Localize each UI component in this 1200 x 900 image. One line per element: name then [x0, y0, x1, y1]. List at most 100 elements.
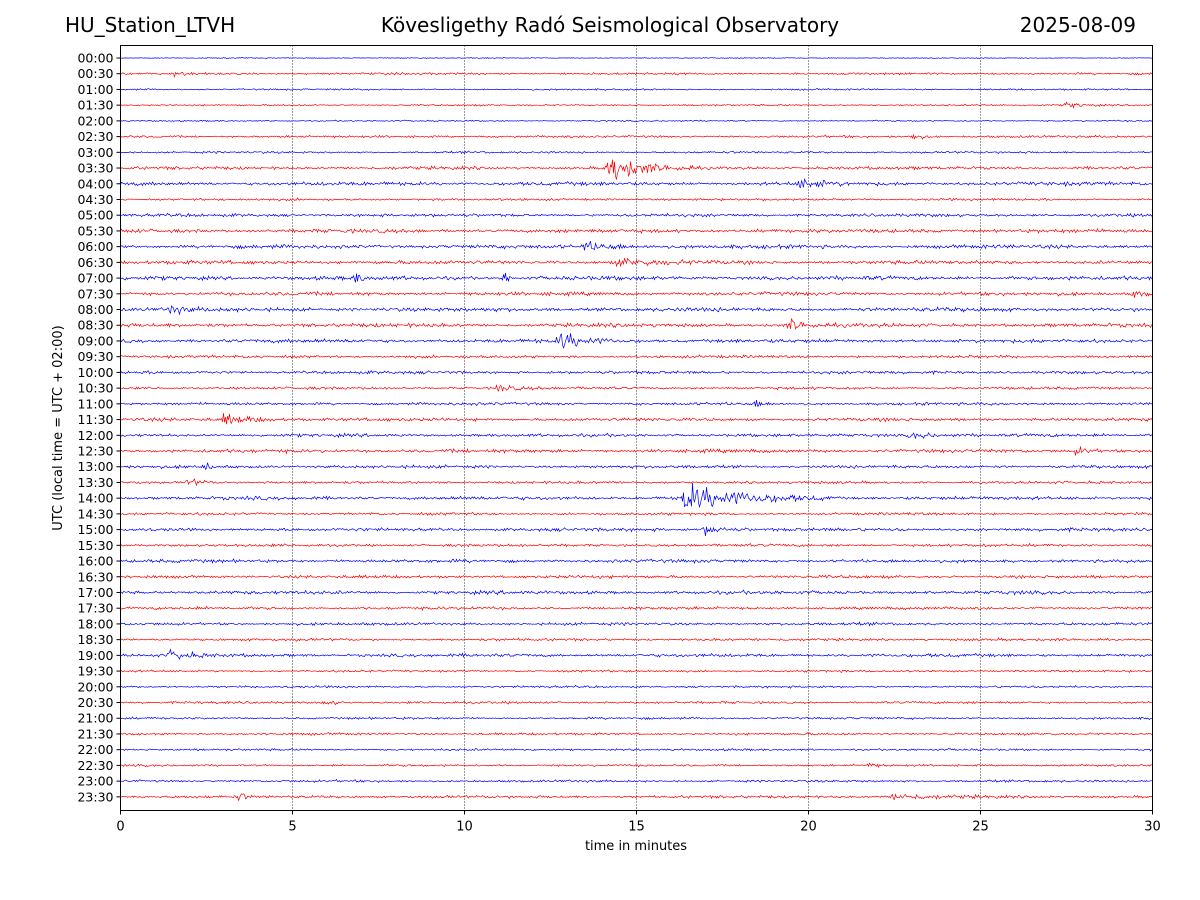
y-tick-label: 15:00	[77, 522, 113, 537]
trace-0400	[120, 177, 1153, 189]
y-tick-label: 09:00	[77, 333, 113, 348]
x-tick-label: 5	[288, 820, 296, 835]
y-tick-label: 20:30	[77, 695, 113, 710]
trace-0830	[120, 318, 1153, 330]
trace-1300	[120, 462, 1153, 471]
y-tick-label: 07:00	[77, 271, 113, 286]
trace-0630	[120, 257, 1153, 268]
x-tick-label: 25	[972, 820, 989, 835]
trace-1730	[120, 605, 1153, 612]
trace-0900	[120, 333, 1153, 349]
trace-2100	[120, 716, 1153, 721]
y-tick-label: 05:30	[77, 223, 113, 238]
trace-1400	[120, 482, 1153, 509]
trace-0230	[120, 133, 1153, 140]
y-tick-label: 06:30	[77, 255, 113, 270]
trace-1630	[120, 574, 1153, 580]
trace-0330	[120, 159, 1153, 181]
station-name: HU_Station_LTVH	[65, 13, 236, 37]
y-tick-label: 12:00	[77, 428, 113, 443]
y-tick-label: 15:30	[77, 538, 113, 553]
y-axis-label: UTC (local time = UTC + 02:00)	[51, 325, 66, 530]
trace-0930	[120, 354, 1153, 360]
y-tick-label: 23:30	[77, 789, 113, 804]
y-tick-label: 12:30	[77, 444, 113, 459]
trace-0430	[120, 197, 1153, 202]
trace-1030	[120, 384, 1153, 392]
trace-0700	[120, 272, 1153, 283]
trace-0030	[120, 71, 1153, 79]
trace-1100	[120, 400, 1153, 407]
x-tick-label: 0	[116, 820, 124, 835]
trace-1130	[120, 412, 1153, 425]
y-tick-label: 08:30	[77, 318, 113, 333]
trace-2030	[120, 700, 1153, 706]
seismogram-traces	[120, 57, 1153, 802]
trace-1230	[120, 446, 1153, 456]
chart-date: 2025-08-09	[1019, 13, 1136, 37]
y-tick-label: 14:00	[77, 491, 113, 506]
y-tick-label: 10:00	[77, 365, 113, 380]
y-tick-label: 11:00	[77, 396, 113, 411]
y-axis-ticks: 00:0000:3001:0001:3002:0002:3003:0003:30…	[77, 51, 121, 804]
y-tick-label: 01:30	[77, 98, 113, 113]
trace-0600	[120, 240, 1153, 251]
y-tick-label: 13:00	[77, 459, 113, 474]
y-tick-label: 20:00	[77, 679, 113, 694]
y-tick-label: 23:00	[77, 774, 113, 789]
trace-0200	[120, 119, 1153, 123]
y-tick-label: 00:30	[77, 66, 113, 81]
trace-0500	[120, 212, 1153, 218]
y-tick-label: 14:30	[77, 506, 113, 521]
y-tick-label: 21:00	[77, 711, 113, 726]
y-tick-label: 02:00	[77, 113, 113, 128]
y-tick-label: 16:00	[77, 554, 113, 569]
y-tick-label: 22:30	[77, 758, 113, 773]
y-tick-label: 04:30	[77, 192, 113, 207]
trace-1000	[120, 370, 1153, 376]
trace-1430	[120, 511, 1153, 517]
x-tick-label: 15	[628, 820, 645, 835]
y-tick-label: 08:00	[77, 302, 113, 317]
y-tick-label: 17:00	[77, 585, 113, 600]
y-tick-label: 01:00	[77, 82, 113, 97]
trace-0000	[120, 57, 1153, 59]
y-tick-label: 07:30	[77, 286, 113, 301]
y-tick-label: 11:30	[77, 412, 113, 427]
trace-1800	[120, 621, 1153, 627]
trace-2000	[120, 684, 1153, 689]
trace-1500	[120, 526, 1153, 536]
x-axis-ticks: 0 5 10 15 20 25 30	[116, 810, 1161, 835]
y-tick-label: 21:30	[77, 726, 113, 741]
trace-0800	[120, 305, 1153, 316]
trace-0530	[120, 227, 1153, 235]
trace-1700	[120, 589, 1153, 596]
y-tick-label: 00:00	[77, 51, 113, 66]
y-tick-label: 03:00	[77, 145, 113, 160]
y-tick-label: 03:30	[77, 161, 113, 176]
y-tick-label: 09:30	[77, 349, 113, 364]
y-tick-label: 13:30	[77, 475, 113, 490]
y-tick-label: 06:00	[77, 239, 113, 254]
x-tick-label: 20	[800, 820, 817, 835]
trace-2200	[120, 747, 1153, 752]
trace-0730	[120, 290, 1153, 298]
x-tick-label: 10	[456, 820, 473, 835]
y-tick-label: 22:00	[77, 742, 113, 757]
y-tick-label: 05:00	[77, 208, 113, 223]
x-axis-label: time in minutes	[585, 839, 687, 854]
trace-1600	[120, 558, 1153, 565]
trace-0300	[120, 150, 1153, 155]
y-tick-label: 10:30	[77, 381, 113, 396]
grid-lines	[292, 45, 981, 811]
trace-0100	[120, 88, 1153, 91]
trace-2130	[120, 732, 1153, 737]
trace-1330	[120, 478, 1153, 487]
y-tick-label: 19:30	[77, 664, 113, 679]
y-tick-label: 17:30	[77, 601, 113, 616]
y-tick-label: 18:00	[77, 616, 113, 631]
x-tick-label: 30	[1144, 820, 1161, 835]
y-tick-label: 18:30	[77, 632, 113, 647]
y-tick-label: 04:00	[77, 176, 113, 191]
